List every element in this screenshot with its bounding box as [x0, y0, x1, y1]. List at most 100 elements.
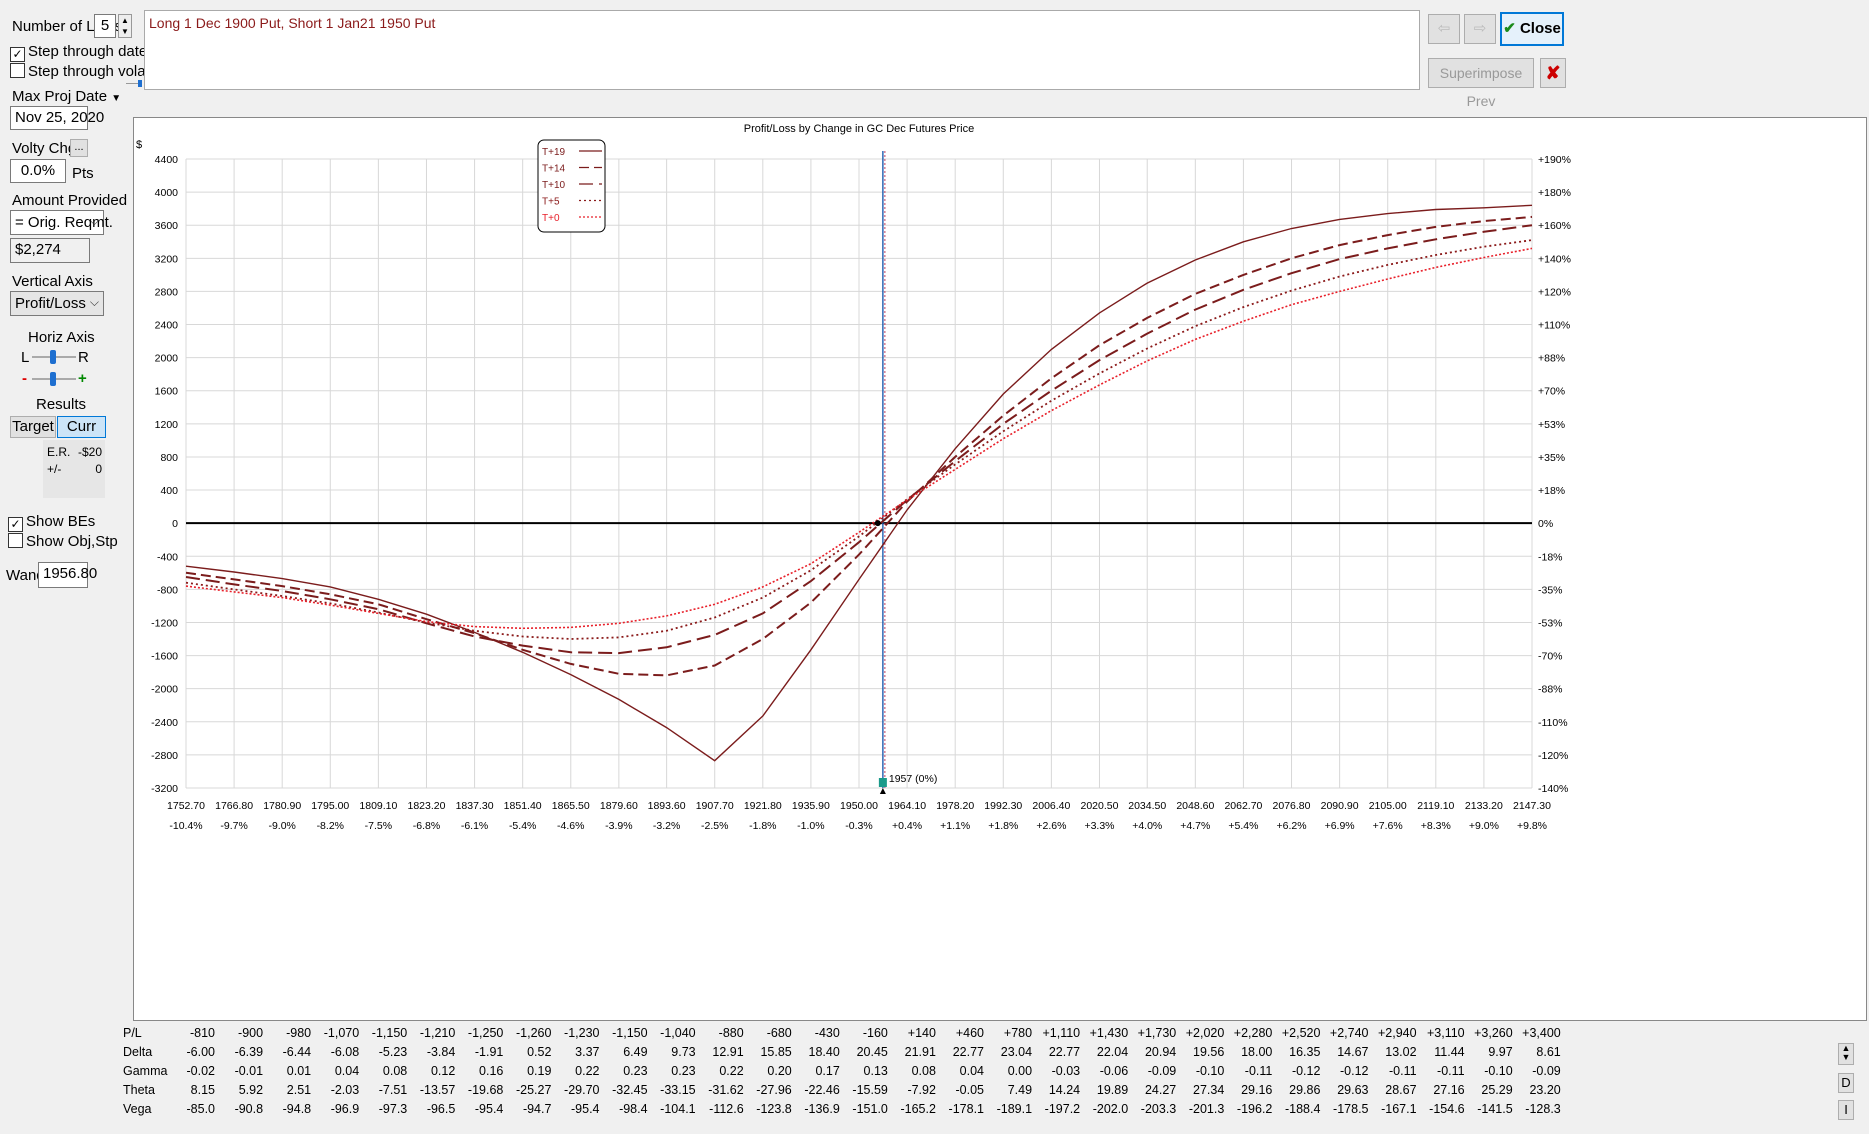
y-tick-label: 3600	[155, 220, 179, 232]
max-proj-date-input[interactable]: Nov 25, 2020	[10, 106, 104, 130]
chart-title: Profit/Loss by Change in GC Dec Futures …	[744, 123, 974, 135]
greeks-cell: -96.5	[426, 1101, 456, 1116]
y-tick-label: 400	[160, 485, 178, 497]
greeks-cell: -85.0	[186, 1101, 216, 1116]
cancel-button[interactable]: ✘	[1540, 58, 1566, 88]
greeks-cell: -202.0	[1092, 1101, 1129, 1116]
volty-chg-button[interactable]: ...	[70, 139, 88, 157]
greeks-cell: +2,520	[1281, 1025, 1321, 1040]
max-proj-date-label[interactable]: Max Proj Date ▼	[12, 88, 121, 105]
current-price-label: 1957 (0%)	[889, 773, 937, 785]
y-pct-tick-label: +53%	[1538, 419, 1565, 431]
greeks-cell: 0.04	[334, 1063, 360, 1078]
x-pct-tick-label: -5.4%	[509, 820, 536, 832]
x-tick-label: 1950.00	[840, 800, 878, 812]
greeks-cell: 22.77	[952, 1044, 984, 1059]
wand-marker[interactable]	[878, 778, 887, 787]
x-pct-tick-label: -6.1%	[461, 820, 488, 832]
show-obj-label: Show Obj,Stp	[26, 533, 118, 550]
greeks-cell: -1,150	[612, 1025, 648, 1040]
wand-input[interactable]: 1956.80	[38, 562, 97, 588]
back-arrow-button[interactable]: ⇦	[1428, 14, 1460, 44]
greeks-cell: 7.49	[1007, 1082, 1033, 1097]
volty-chg-label: Volty Chg	[12, 140, 77, 157]
y-pct-tick-label: -70%	[1538, 651, 1563, 663]
greeks-cell: +3,260	[1474, 1025, 1513, 1040]
forward-arrow-button[interactable]: ⇨	[1464, 14, 1496, 44]
greeks-cell: -0.03	[1051, 1063, 1081, 1078]
greeks-cell: 20.94	[1144, 1044, 1177, 1059]
greeks-cell: -97.3	[378, 1101, 408, 1116]
greeks-cell: 18.40	[808, 1044, 840, 1059]
greeks-cell: -880	[718, 1025, 744, 1040]
greeks-cell: -0.10	[1484, 1063, 1513, 1078]
vertical-axis-value: Profit/Loss	[15, 295, 86, 312]
y-tick-label: -1600	[151, 651, 178, 663]
greeks-cell: 2.51	[286, 1082, 312, 1097]
d-button[interactable]: D	[1838, 1073, 1854, 1093]
greeks-cell: 8.61	[1536, 1044, 1561, 1059]
greeks-cell: 0.22	[719, 1063, 744, 1078]
greeks-cell: 0.08	[382, 1063, 408, 1078]
x-tick-label: 1964.10	[888, 800, 926, 812]
pl-chart[interactable]: Profit/Loss by Change in GC Dec Futures …	[133, 117, 1867, 1021]
zoom-slider[interactable]	[32, 372, 76, 386]
greeks-row-gamma: Gamma -0.02 -0.01 0.01 0.04 0.08 0.12 0.16 0.19 0…	[115, 1061, 1561, 1080]
x-tick-label: 1992.30	[984, 800, 1022, 812]
greeks-cell: -178.1	[948, 1101, 984, 1116]
greeks-row-label: Vega	[123, 1101, 152, 1116]
greeks-cell: +780	[1003, 1025, 1033, 1040]
pm-label: +/-	[47, 462, 62, 476]
greeks-cell: -680	[766, 1025, 792, 1040]
greeks-cell: -1,070	[323, 1025, 360, 1040]
check-icon: ✔	[1503, 20, 1516, 37]
num-lines-input[interactable]: 5	[94, 14, 116, 38]
x-pct-tick-label: +4.7%	[1180, 820, 1210, 832]
x-pct-tick-label: +5.4%	[1228, 820, 1258, 832]
vol-slider[interactable]	[126, 80, 142, 87]
greeks-cell: -1,230	[564, 1025, 600, 1040]
greeks-cell: -3.84	[426, 1044, 456, 1059]
superimpose-prev-button[interactable]: Superimpose Prev	[1428, 58, 1534, 109]
y-tick-label: 4400	[155, 154, 179, 166]
strategy-description-box[interactable]: Long 1 Dec 1900 Put, Short 1 Jan21 1950 …	[144, 10, 1420, 90]
show-obj-checkbox[interactable]: Show Obj,Stp	[8, 533, 118, 550]
volty-chg-input[interactable]: 0.0%	[10, 159, 66, 183]
show-bes-checkbox[interactable]: ✓ Show BEs	[8, 513, 95, 532]
amount-provided-select[interactable]: = Orig. Reqmt. ⌵	[10, 210, 113, 235]
y-tick-label: 3200	[155, 253, 179, 265]
x-pct-tick-label: -4.6%	[557, 820, 584, 832]
x-tick-label: 1795.00	[311, 800, 349, 812]
target-button[interactable]: Target	[10, 416, 56, 438]
horiz-lr-slider[interactable]	[32, 350, 76, 364]
volty-unit-label: Pts	[72, 165, 94, 182]
x-tick-label: 2006.40	[1032, 800, 1070, 812]
greeks-cell: 0.08	[911, 1063, 936, 1078]
greeks-row-delta: Delta -6.00 -6.39 -6.44 -6.08 -5.23 -3.84 -1.91…	[115, 1042, 1561, 1061]
y-tick-label: -3200	[151, 783, 178, 795]
greeks-cell: +2,020	[1185, 1025, 1225, 1040]
greeks-grid: P/L -810 -900 -980 -1,070 -1,150 -1,210 -1,250-…	[115, 1023, 1561, 1118]
greeks-cell: -810	[189, 1025, 215, 1040]
close-button[interactable]: ✔ Close	[1500, 12, 1564, 46]
greeks-cell: 22.77	[1048, 1044, 1081, 1059]
close-label: Close	[1519, 20, 1561, 37]
greeks-cell: -0.09	[1532, 1063, 1561, 1078]
i-button[interactable]: I	[1838, 1100, 1854, 1120]
step-dates-checkbox[interactable]: ✓ Step through dates	[10, 43, 155, 62]
horiz-r-label: R	[78, 349, 89, 366]
greeks-cell: 29.63	[1337, 1082, 1369, 1097]
x-pct-tick-label: +6.9%	[1325, 820, 1355, 832]
series-line-tplus5	[185, 239, 1533, 640]
x-pct-tick-label: -1.0%	[797, 820, 824, 832]
greeks-cell: +3,110	[1426, 1025, 1465, 1040]
num-lines-spinner[interactable]: ▲ ▼	[118, 14, 132, 38]
greeks-cell: -90.8	[234, 1101, 264, 1116]
greeks-cell: 0.20	[767, 1063, 792, 1078]
greeks-cell: 23.04	[1000, 1044, 1033, 1059]
curr-bell-button[interactable]: Curr Bell	[57, 416, 106, 455]
x-tick-label: 1823.20	[407, 800, 445, 812]
scroll-button[interactable]: ▲ ▼	[1838, 1043, 1854, 1065]
vertical-axis-select[interactable]: Profit/Loss ⌵	[10, 291, 104, 316]
legend-label: T+0	[542, 213, 560, 224]
